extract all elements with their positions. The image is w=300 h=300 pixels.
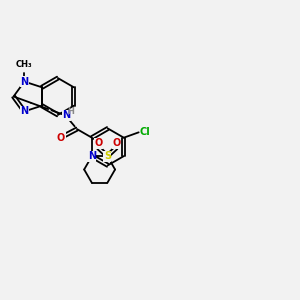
- Text: O: O: [94, 138, 102, 148]
- Text: N: N: [20, 106, 28, 116]
- Text: O: O: [112, 138, 121, 148]
- Text: N: N: [20, 76, 28, 87]
- Text: O: O: [57, 133, 65, 143]
- Text: H: H: [68, 107, 74, 116]
- Text: N: N: [88, 151, 96, 161]
- Text: Cl: Cl: [140, 127, 151, 137]
- Text: N: N: [62, 110, 70, 120]
- Text: CH₃: CH₃: [16, 60, 33, 69]
- Text: S: S: [104, 151, 111, 161]
